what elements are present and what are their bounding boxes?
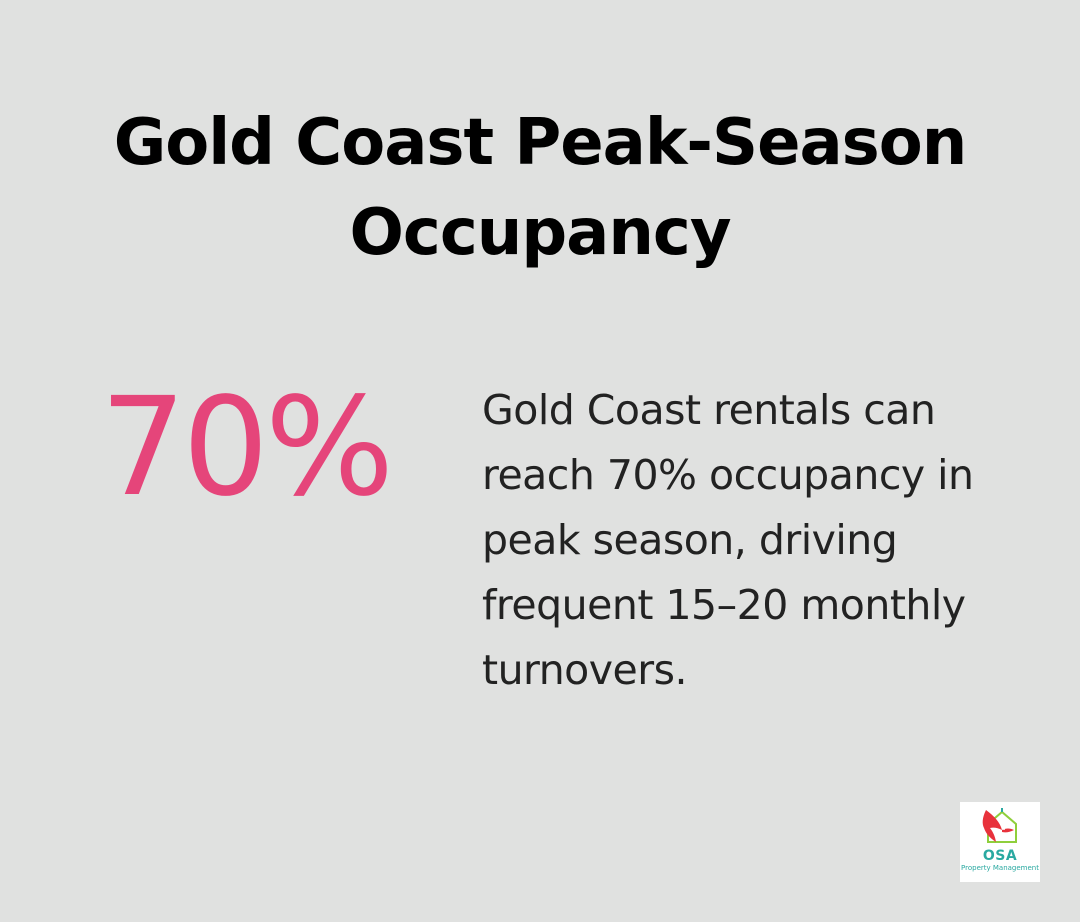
stat-description: Gold Coast rentals can reach 70% occupan… xyxy=(482,386,974,694)
stat-value: 70% xyxy=(99,369,394,527)
page-title: Gold Coast Peak-Season Occupancy xyxy=(113,106,968,270)
logo-subtitle: Property Management xyxy=(961,864,1039,872)
company-logo: OSA Property Management xyxy=(960,802,1040,882)
logo-name: OSA xyxy=(982,848,1018,864)
bird-house-icon xyxy=(982,808,1017,843)
